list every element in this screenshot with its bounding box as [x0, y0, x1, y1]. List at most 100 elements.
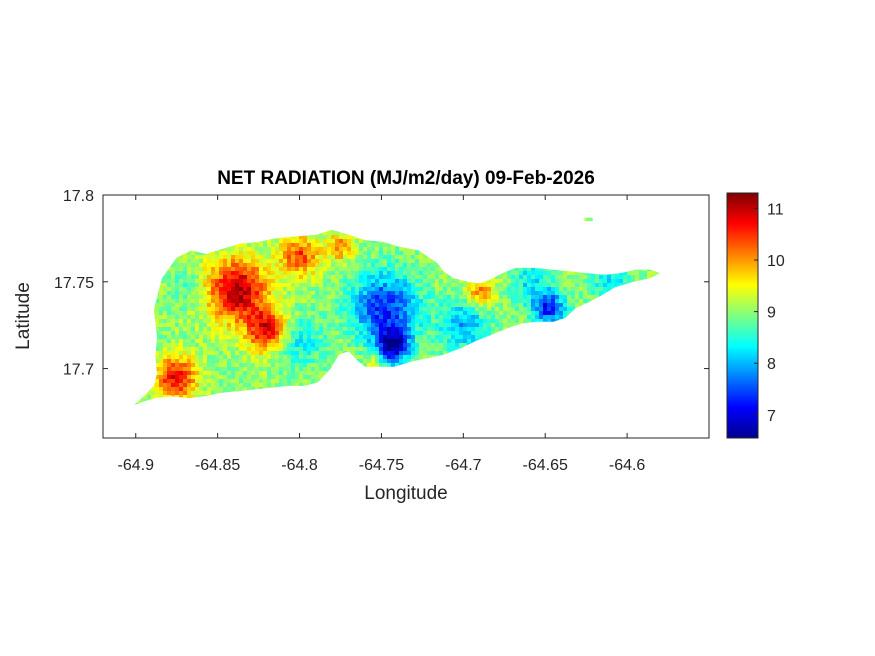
- raster-cell: [167, 263, 172, 268]
- raster-cell: [527, 227, 532, 232]
- raster-cell: [355, 247, 360, 252]
- raster-cell: [607, 199, 611, 203]
- raster-cell: [323, 263, 328, 268]
- raster-cell: [435, 279, 440, 284]
- raster-cell: [547, 259, 552, 264]
- raster-cell: [115, 243, 119, 247]
- raster-cell: [163, 287, 168, 292]
- raster-cell: [299, 319, 304, 324]
- raster-cell: [563, 259, 568, 264]
- raster-cell: [103, 255, 107, 259]
- raster-cell: [123, 239, 127, 243]
- raster-cell: [415, 199, 419, 203]
- raster-cell: [411, 211, 415, 215]
- raster-cell: [651, 235, 656, 240]
- raster-cell: [279, 219, 284, 224]
- raster-cell: [127, 323, 131, 327]
- raster-cell: [239, 227, 244, 232]
- raster-cell: [483, 203, 487, 207]
- raster-cell: [134, 219, 136, 224]
- raster-cell: [231, 259, 236, 264]
- raster-cell: [367, 311, 372, 316]
- raster-cell: [559, 319, 564, 324]
- raster-cell: [531, 255, 536, 260]
- raster-cell: [283, 283, 288, 288]
- raster-cell: [134, 307, 136, 312]
- raster-cell: [535, 207, 539, 211]
- raster-cell: [439, 199, 443, 203]
- raster-cell: [447, 223, 452, 228]
- raster-cell: [575, 243, 580, 248]
- raster-cell: [567, 275, 572, 280]
- raster-cell: [687, 239, 691, 243]
- raster-cell: [243, 243, 248, 248]
- raster-cell: [191, 275, 196, 280]
- raster-cell: [515, 199, 519, 203]
- raster-cell: [451, 251, 456, 256]
- raster-cell: [611, 259, 616, 264]
- raster-cell: [575, 315, 580, 320]
- raster-cell: [571, 219, 576, 224]
- raster-cell: [179, 303, 184, 308]
- raster-cell: [391, 283, 396, 288]
- raster-cell: [611, 279, 616, 284]
- raster-cell: [315, 283, 320, 288]
- raster-cell: [363, 207, 367, 211]
- raster-cell: [703, 319, 707, 323]
- raster-cell: [471, 311, 476, 316]
- raster-cell: [591, 217, 596, 220]
- raster-cell: [271, 311, 276, 316]
- raster-cell: [467, 227, 472, 232]
- raster-cell: [167, 243, 172, 248]
- raster-cell: [199, 267, 204, 272]
- raster-cell: [291, 291, 296, 296]
- raster-cell: [587, 303, 592, 308]
- raster-cell: [387, 291, 392, 296]
- raster-cell: [663, 303, 667, 307]
- raster-cell: [127, 203, 131, 207]
- raster-cell: [403, 275, 408, 280]
- raster-cell: [103, 259, 107, 263]
- raster-cell: [383, 291, 388, 296]
- raster-cell: [163, 299, 168, 304]
- raster-cell: [243, 263, 248, 268]
- raster-cell: [119, 231, 123, 235]
- raster-cell: [191, 295, 196, 300]
- raster-cell: [459, 219, 464, 224]
- raster-cell: [503, 291, 508, 296]
- raster-cell: [635, 287, 640, 292]
- raster-cell: [187, 279, 192, 284]
- raster-cell: [383, 231, 388, 236]
- raster-cell: [371, 251, 376, 256]
- raster-cell: [567, 207, 571, 211]
- raster-cell: [567, 227, 572, 232]
- raster-cell: [235, 311, 240, 316]
- raster-cell: [375, 223, 380, 228]
- raster-cell: [679, 283, 683, 287]
- raster-cell: [123, 199, 127, 203]
- raster-cell: [555, 211, 559, 215]
- raster-cell: [699, 199, 703, 203]
- raster-cell: [615, 211, 619, 215]
- raster-cell: [671, 199, 675, 203]
- raster-cell: [563, 199, 567, 203]
- raster-cell: [607, 255, 612, 260]
- raster-cell: [663, 319, 667, 323]
- raster-cell: [547, 279, 552, 284]
- raster-cell: [555, 207, 559, 211]
- raster-cell: [587, 283, 592, 288]
- raster-cell: [287, 211, 291, 215]
- raster-cell: [451, 203, 455, 207]
- raster-cell: [387, 271, 392, 276]
- raster-cell: [547, 323, 552, 328]
- raster-cell: [651, 239, 656, 244]
- raster-cell: [335, 263, 340, 268]
- raster-cell: [531, 231, 536, 236]
- raster-cell: [523, 299, 528, 304]
- raster-cell: [183, 231, 188, 236]
- raster-cell: [659, 271, 660, 276]
- raster-cell: [127, 231, 131, 235]
- raster-cell: [471, 279, 476, 284]
- raster-cell: [227, 217, 232, 220]
- raster-cell: [279, 239, 284, 244]
